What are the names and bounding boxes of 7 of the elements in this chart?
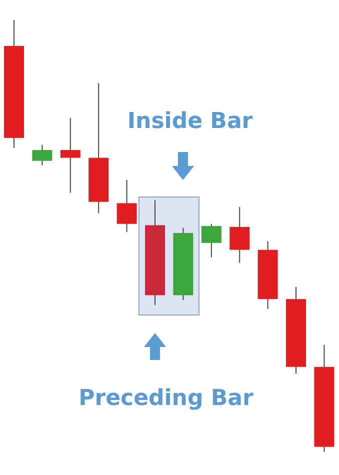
annotation: Inside Bar bbox=[127, 109, 253, 134]
annotation: Preceding Bar bbox=[78, 386, 254, 411]
candlestick bbox=[60, 118, 80, 194]
candlestick bbox=[230, 206, 250, 264]
candlestick bbox=[201, 223, 222, 258]
candlestick bbox=[32, 144, 52, 166]
candlestick bbox=[116, 179, 137, 233]
